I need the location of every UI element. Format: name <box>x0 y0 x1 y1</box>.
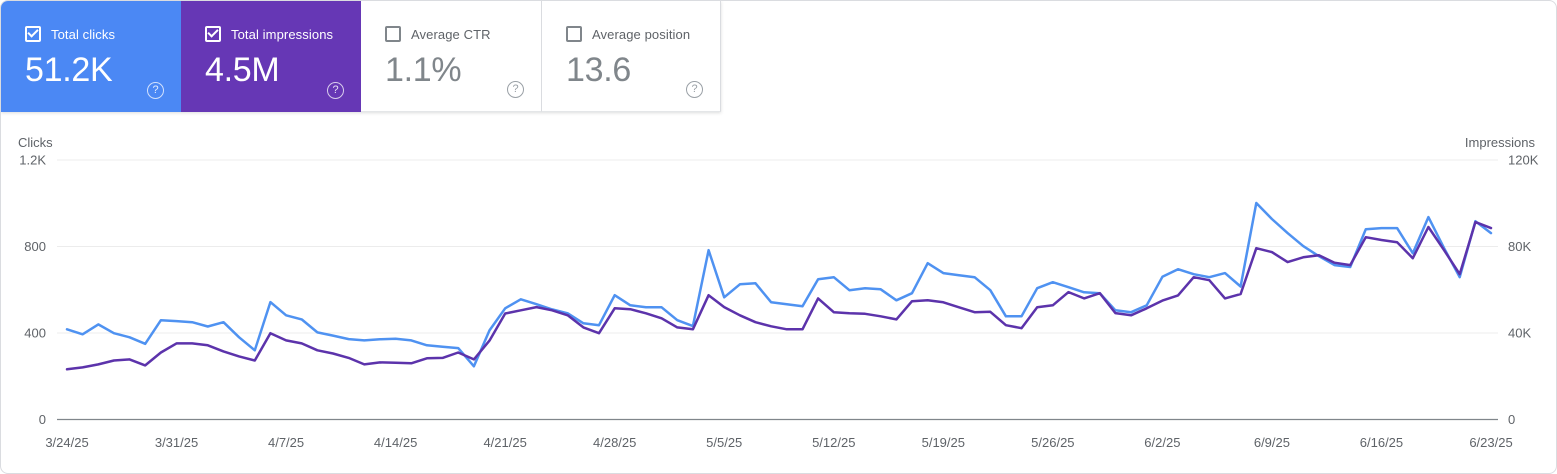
right-axis-tick: 0 <box>1508 412 1515 427</box>
help-icon[interactable]: ? <box>327 82 344 99</box>
total-clicks-checkbox[interactable] <box>25 26 41 42</box>
metric-card-average-position[interactable]: Average position 13.6 ? <box>541 1 721 112</box>
total-impressions-line <box>65 220 1493 371</box>
total-impressions-checkbox[interactable] <box>205 26 221 42</box>
right-axis-tick: 120K <box>1508 153 1539 168</box>
average-position-checkbox[interactable] <box>566 26 582 42</box>
metric-label: Average position <box>592 26 691 42</box>
right-axis-title: Impressions <box>1464 135 1535 150</box>
x-axis-date-label: 4/14/25 <box>374 435 417 450</box>
metric-card-header: Average CTR <box>385 26 541 42</box>
metric-card-header: Total clicks <box>25 26 181 42</box>
x-axis-date-label: 3/24/25 <box>45 435 88 450</box>
x-axis-date-label: 6/16/25 <box>1360 435 1403 450</box>
metric-value: 13.6 <box>566 51 631 89</box>
help-icon[interactable]: ? <box>507 81 524 98</box>
left-axis-title: Clicks <box>18 135 53 150</box>
x-axis-date-label: 5/19/25 <box>922 435 965 450</box>
x-axis-date-label: 6/2/25 <box>1144 435 1180 450</box>
x-axis-date-label: 3/31/25 <box>155 435 198 450</box>
metric-cards: Total clicks 51.2K ? Total impressions 4… <box>1 1 721 112</box>
x-axis-date-label: 6/9/25 <box>1254 435 1290 450</box>
metric-label: Average CTR <box>411 26 491 42</box>
x-axis-date-label: 5/5/25 <box>706 435 742 450</box>
metric-card-average-ctr[interactable]: Average CTR 1.1% ? <box>361 1 541 112</box>
x-axis-date-label: 4/7/25 <box>268 435 304 450</box>
help-icon[interactable]: ? <box>147 82 164 99</box>
left-axis-tick: 400 <box>24 326 46 341</box>
metric-card-header: Average position <box>566 26 720 42</box>
performance-line-chart[interactable]: 1.2K 120K 800 80K 400 40K 0 0 3/24/25 3/31/25 4/7/… <box>1 126 1556 473</box>
right-axis-tick: 40K <box>1508 326 1531 341</box>
x-axis-date-label: 4/28/25 <box>593 435 636 450</box>
metric-value: 4.5M <box>205 51 280 89</box>
x-axis-date-label: 5/26/25 <box>1031 435 1074 450</box>
left-axis-tick: 0 <box>39 412 46 427</box>
metric-card-total-impressions[interactable]: Total impressions 4.5M ? <box>181 1 361 112</box>
left-axis-tick: 800 <box>24 239 46 254</box>
average-ctr-checkbox[interactable] <box>385 26 401 42</box>
metric-value: 1.1% <box>385 51 462 89</box>
metric-label: Total clicks <box>51 26 116 42</box>
help-icon[interactable]: ? <box>686 81 703 98</box>
x-axis-date-label: 5/12/25 <box>812 435 855 450</box>
total-clicks-line <box>65 201 1493 368</box>
metric-card-header: Total impressions <box>205 26 361 42</box>
left-axis-tick: 1.2K <box>19 153 46 168</box>
x-axis-date-label: 6/23/25 <box>1469 435 1512 450</box>
metric-value: 51.2K <box>25 51 113 89</box>
metric-card-total-clicks[interactable]: Total clicks 51.2K ? <box>1 1 181 112</box>
right-axis-tick: 80K <box>1508 239 1531 254</box>
x-axis-date-label: 4/21/25 <box>483 435 526 450</box>
metric-label: Total impressions <box>231 26 334 42</box>
